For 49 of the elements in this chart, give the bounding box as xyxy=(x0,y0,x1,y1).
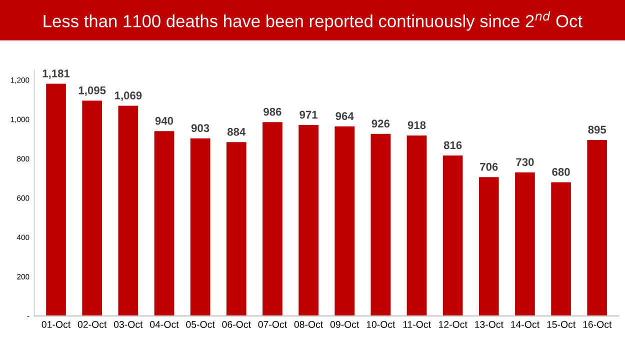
data-label: 918 xyxy=(408,121,426,130)
bar xyxy=(370,134,391,316)
bar xyxy=(406,135,427,316)
bar xyxy=(334,126,355,316)
bar xyxy=(82,100,102,316)
x-tick-label: 11-Oct xyxy=(403,321,431,328)
data-label: 895 xyxy=(588,126,606,134)
data-label: 730 xyxy=(516,158,534,166)
bar xyxy=(46,84,66,316)
bar xyxy=(226,142,246,316)
x-tick-label: 04-Oct xyxy=(150,321,179,328)
bar xyxy=(298,125,318,316)
bar xyxy=(442,156,463,316)
x-tick-label: 06-Oct xyxy=(222,321,251,328)
x-tick-label: 07-Oct xyxy=(258,321,287,328)
x-tick-label: 14-Oct xyxy=(511,321,540,328)
bar xyxy=(190,138,210,316)
data-label: 971 xyxy=(300,110,318,119)
data-label: 816 xyxy=(444,141,462,150)
x-tick-label: 02-Oct xyxy=(78,321,107,328)
bar xyxy=(587,140,608,316)
x-tick-label: 13-Oct xyxy=(475,321,504,328)
data-label: 680 xyxy=(552,168,570,176)
data-label: 964 xyxy=(336,112,354,120)
x-tick-label: 10-Oct xyxy=(366,321,396,328)
data-label: 940 xyxy=(155,116,174,125)
data-label: 1,069 xyxy=(114,92,142,102)
x-tick-label: 15-Oct xyxy=(547,321,576,328)
x-tick-label: 16-Oct xyxy=(583,321,612,328)
bar xyxy=(515,172,535,316)
x-tick-label: 05-Oct xyxy=(186,321,215,328)
data-label: 926 xyxy=(372,120,390,128)
bar xyxy=(154,131,174,316)
data-label: 1,181 xyxy=(42,70,70,80)
data-label: 986 xyxy=(264,108,282,116)
x-tick-label: 09-Oct xyxy=(330,321,360,328)
data-label: 706 xyxy=(480,162,498,171)
bar xyxy=(118,106,138,316)
x-tick-label: 01-Oct xyxy=(42,321,71,328)
bar xyxy=(262,122,282,316)
data-label: 884 xyxy=(227,128,246,136)
bar xyxy=(551,182,571,316)
x-tick-label: 08-Oct xyxy=(294,321,324,328)
x-tick-label: 03-Oct xyxy=(114,321,143,328)
bar xyxy=(478,177,499,316)
x-tick-label: 12-Oct xyxy=(438,321,468,328)
data-label: 903 xyxy=(191,124,210,132)
data-label: 1,095 xyxy=(78,86,106,96)
chart-title: Less than 1100 deaths have been reported continuously since 2$^{nd}$ Oct xyxy=(44,11,582,31)
